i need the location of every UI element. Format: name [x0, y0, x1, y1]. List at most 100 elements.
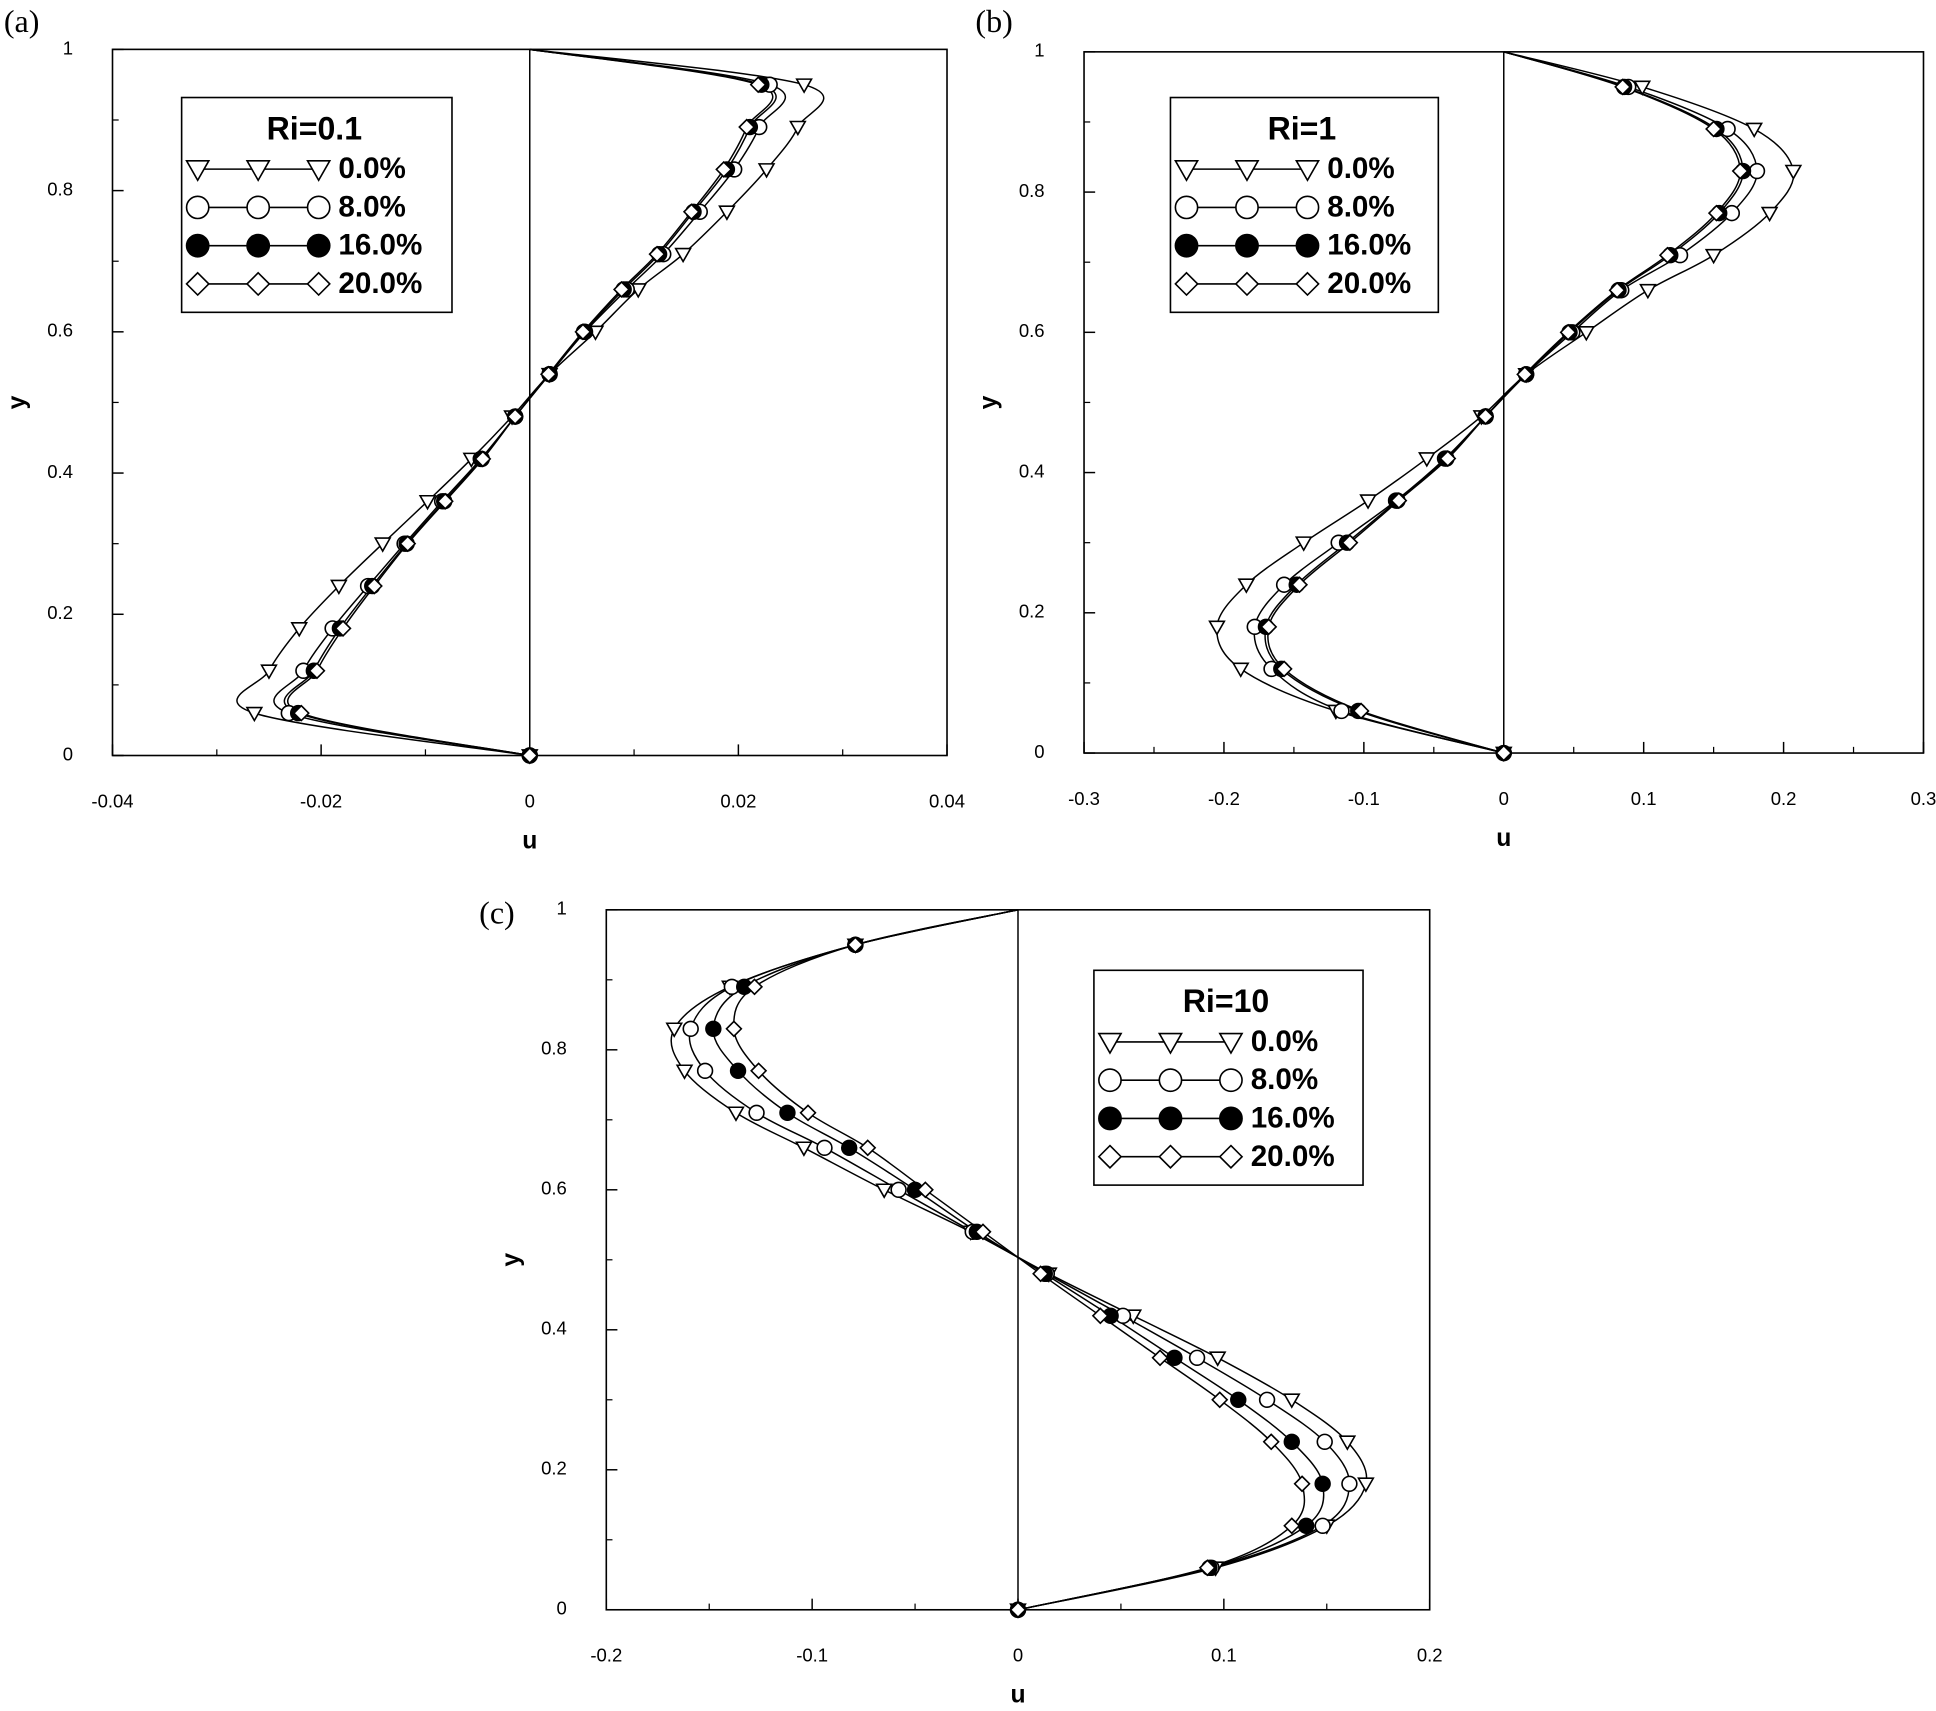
marker [1293, 1475, 1311, 1493]
legend-title: Ri=0.1 [267, 110, 362, 146]
marker [1234, 159, 1260, 182]
marker [1283, 1433, 1300, 1450]
marker [795, 1141, 813, 1157]
marker [1230, 1391, 1247, 1408]
y-tick-label: 0 [63, 743, 73, 764]
marker [757, 163, 776, 179]
marker [1174, 271, 1199, 297]
marker [1235, 233, 1259, 258]
marker [1784, 164, 1803, 181]
marker [1357, 1477, 1375, 1493]
marker [1439, 449, 1457, 468]
marker [1218, 1144, 1244, 1169]
marker [1390, 492, 1408, 510]
marker [1705, 120, 1723, 138]
x-tick-label: 0.1 [1211, 1645, 1237, 1666]
marker [306, 233, 331, 258]
y-tick-label: 0.8 [541, 1038, 567, 1059]
marker [1235, 195, 1259, 220]
legend-label: 20.0% [338, 267, 422, 300]
y-tick-label: 0.4 [1019, 460, 1045, 481]
x-tick-label: -0.1 [796, 1645, 828, 1666]
marker [1333, 702, 1350, 720]
legend-label: 0.0% [1251, 1025, 1319, 1058]
marker [290, 622, 309, 638]
marker [1283, 1517, 1301, 1535]
legend-label: 0.0% [1327, 152, 1395, 185]
marker [1731, 162, 1749, 180]
marker [1219, 1068, 1243, 1093]
legend-title: Ri=10 [1183, 983, 1270, 1019]
marker [682, 1020, 699, 1038]
marker [1294, 536, 1313, 552]
marker [705, 1020, 722, 1038]
y-axis-label: y [498, 1253, 525, 1267]
marker [1151, 1349, 1169, 1367]
marker [1174, 233, 1199, 258]
marker [1559, 323, 1577, 341]
marker [1704, 248, 1723, 265]
x-tick-label: -0.2 [590, 1645, 622, 1666]
marker [840, 1139, 858, 1157]
marker [729, 1062, 747, 1080]
marker [816, 1139, 833, 1157]
marker [1341, 1475, 1358, 1492]
marker [745, 978, 764, 996]
marker [245, 159, 271, 182]
marker [748, 1104, 765, 1122]
marker [1275, 660, 1293, 678]
marker [306, 271, 331, 297]
marker [1009, 1601, 1027, 1619]
marker [330, 579, 348, 596]
marker [1098, 1068, 1122, 1093]
marker [245, 706, 264, 723]
marker [1516, 365, 1534, 383]
marker [1477, 407, 1495, 426]
y-tick-label: 0.2 [47, 602, 73, 623]
marker [974, 1223, 992, 1241]
marker [292, 704, 310, 722]
marker [1218, 1032, 1244, 1055]
marker [1608, 281, 1626, 299]
marker [1091, 1307, 1109, 1325]
x-tick-label: 0.02 [720, 790, 756, 811]
marker [674, 247, 692, 264]
legend-label: 20.0% [1251, 1140, 1335, 1173]
marker [1158, 1068, 1183, 1093]
y-tick-label: 1 [63, 37, 73, 58]
series-line [1267, 51, 1741, 754]
marker [574, 323, 592, 341]
series-line [1216, 51, 1795, 754]
y-tick-label: 0.4 [541, 1318, 567, 1339]
marker [1352, 702, 1370, 720]
marker [1658, 246, 1677, 264]
marker [1639, 283, 1657, 300]
y-tick-label: 0.2 [541, 1458, 567, 1479]
marker [749, 76, 767, 94]
marker [1295, 195, 1320, 220]
x-tick-label: 0.04 [929, 790, 965, 811]
marker [245, 271, 271, 297]
legend-title: Ri=1 [1268, 110, 1337, 146]
marker [859, 1139, 877, 1157]
marker [373, 537, 392, 553]
marker [1338, 1435, 1357, 1451]
y-tick-label: 0.6 [47, 320, 73, 341]
marker [399, 535, 417, 553]
legend-label: 0.0% [338, 152, 406, 185]
marker [308, 662, 326, 680]
x-axis-label: u [522, 827, 537, 854]
marker [539, 365, 558, 383]
marker [436, 492, 454, 510]
marker [1294, 159, 1320, 182]
x-tick-label: 0 [525, 790, 535, 811]
y-tick-label: 1 [1034, 40, 1044, 61]
marker [1745, 122, 1763, 139]
marker [185, 159, 211, 182]
marker [750, 1062, 768, 1080]
legend-label: 8.0% [1251, 1063, 1319, 1096]
marker [779, 1104, 796, 1122]
marker [246, 195, 271, 220]
marker [260, 664, 278, 680]
marker [682, 203, 700, 221]
